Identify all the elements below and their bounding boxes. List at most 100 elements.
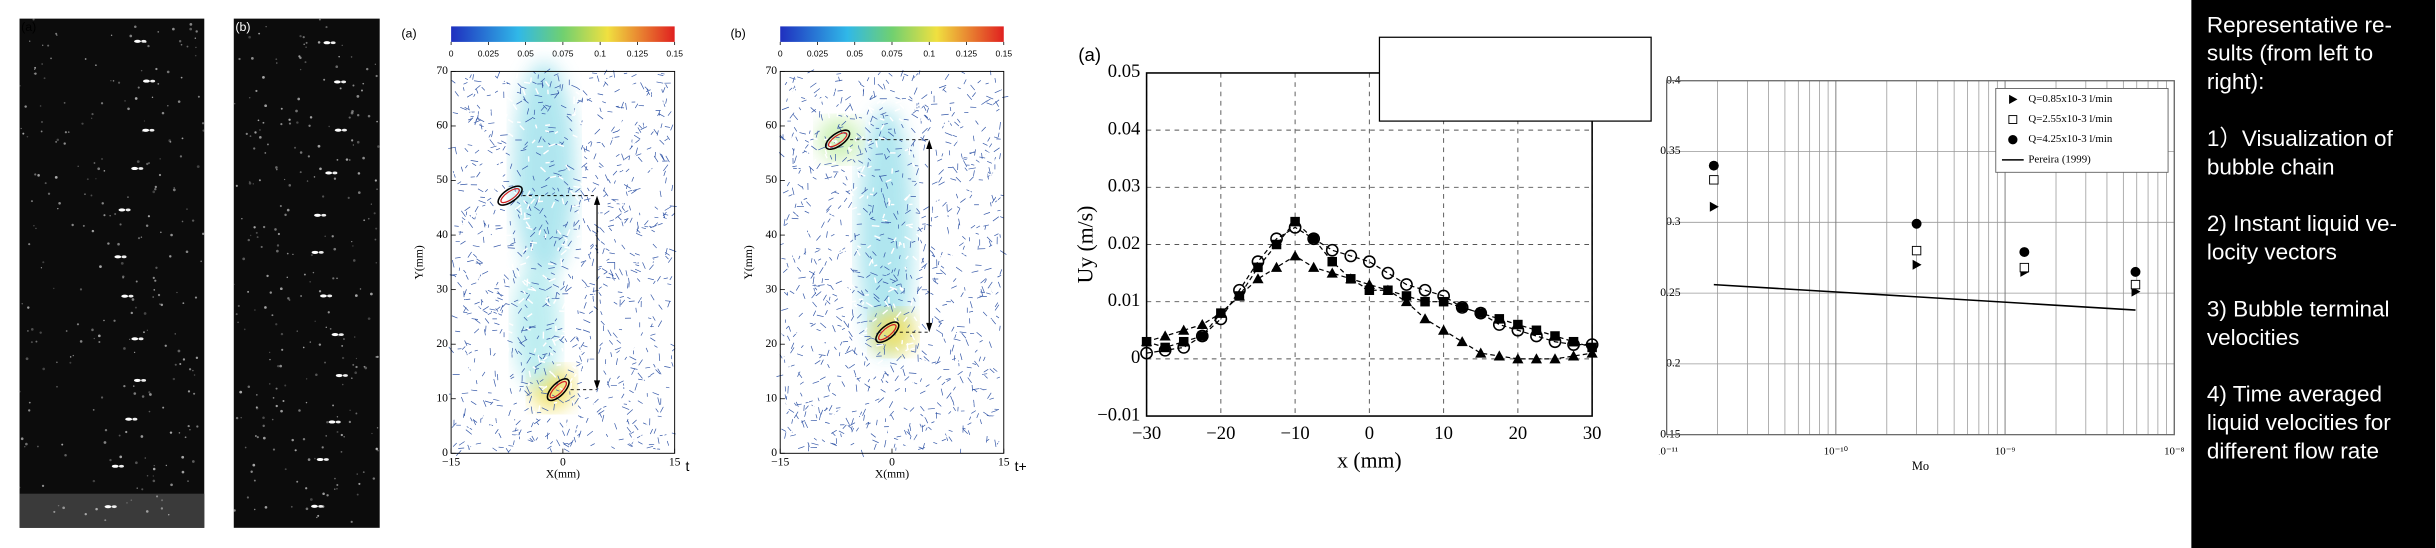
speckle xyxy=(200,260,203,263)
speckle xyxy=(318,18,321,21)
speckle xyxy=(248,182,252,185)
speckle xyxy=(333,177,337,180)
speckle xyxy=(376,120,378,123)
speckle xyxy=(146,475,149,477)
bubble xyxy=(149,128,155,132)
speckle xyxy=(233,509,236,512)
speckle xyxy=(128,338,131,341)
marker xyxy=(1418,283,1432,297)
photo xyxy=(233,18,380,528)
speckle xyxy=(56,385,58,388)
caption-line: liquid velocities for xyxy=(2207,410,2391,435)
speckle xyxy=(374,179,377,182)
speckle xyxy=(279,204,282,208)
speckle xyxy=(185,250,189,254)
speckle xyxy=(110,34,113,37)
marker xyxy=(1587,342,1597,353)
speckle xyxy=(318,290,322,293)
speckle xyxy=(91,117,93,119)
speckle xyxy=(349,409,351,411)
speckle xyxy=(327,311,330,314)
bubble xyxy=(341,128,347,132)
x-axis-label: X(mm) xyxy=(875,468,909,481)
speckle xyxy=(169,255,172,258)
speckle xyxy=(265,25,267,28)
speckle xyxy=(140,236,143,238)
speckle xyxy=(129,34,133,38)
marker xyxy=(1912,259,1922,270)
colorbar-tick-label: 0.05 xyxy=(517,49,534,59)
speckle xyxy=(189,23,193,26)
x-tick-label: 10 xyxy=(1434,423,1453,444)
bubble xyxy=(327,294,333,298)
speckle xyxy=(144,457,147,459)
speckle xyxy=(306,378,308,380)
speckle xyxy=(325,326,327,329)
speckle xyxy=(188,368,192,371)
speckle xyxy=(323,78,326,81)
marker xyxy=(1141,336,1152,347)
speckle xyxy=(127,107,130,111)
caption-line: bubble chain xyxy=(2207,154,2335,179)
speckle xyxy=(255,406,258,409)
speckle xyxy=(300,295,302,297)
speckle xyxy=(194,296,198,299)
y-axis-label: Y(mm) xyxy=(742,245,755,279)
speckle xyxy=(336,416,339,418)
speckle xyxy=(354,371,357,374)
speckle xyxy=(114,213,117,216)
speckle xyxy=(326,494,329,497)
speckle xyxy=(247,290,250,293)
speckle xyxy=(122,275,125,278)
speckle xyxy=(314,457,316,460)
speckle xyxy=(343,436,345,438)
speckle xyxy=(354,336,356,338)
speckle xyxy=(363,365,366,368)
speckle xyxy=(134,25,137,28)
speckle xyxy=(275,404,278,408)
speckle xyxy=(143,312,147,315)
x-tick-label: −15 xyxy=(442,455,460,468)
speckle xyxy=(377,145,380,148)
speckle xyxy=(195,30,198,33)
bubble xyxy=(341,80,347,84)
speckle xyxy=(256,236,259,239)
marker xyxy=(1438,296,1449,307)
x-axis-label: x (mm) xyxy=(1337,449,1402,473)
speckle xyxy=(336,484,339,487)
speckle xyxy=(279,287,283,291)
speckle xyxy=(103,169,106,172)
speckle xyxy=(262,416,265,420)
x-tick-label: 30 xyxy=(1583,423,1602,444)
speckle xyxy=(32,18,35,21)
speckle xyxy=(288,184,292,187)
colorbar-tick-label: 0.125 xyxy=(627,49,649,59)
speckle xyxy=(247,385,251,389)
bubble xyxy=(141,379,147,382)
y-tick-label: 0 xyxy=(771,446,777,459)
speckle xyxy=(39,331,42,334)
marker xyxy=(1290,216,1300,227)
speckle xyxy=(286,276,289,279)
speckle xyxy=(191,219,195,222)
speckle xyxy=(282,400,285,403)
marker xyxy=(1456,336,1468,347)
speckle xyxy=(22,132,25,135)
marker xyxy=(1160,342,1170,353)
speckle xyxy=(307,458,311,461)
speckle xyxy=(268,383,271,385)
speckle xyxy=(272,448,276,451)
y-tick-label: 60 xyxy=(765,119,777,132)
speckle xyxy=(71,223,74,227)
speckle xyxy=(264,152,267,154)
speckle xyxy=(249,135,252,138)
marker xyxy=(1474,306,1488,320)
speckle xyxy=(363,219,366,222)
velocity-vectors xyxy=(448,68,677,457)
speckle xyxy=(56,361,58,364)
speckle xyxy=(195,356,199,360)
marker xyxy=(1475,308,1486,318)
speckle xyxy=(147,215,151,218)
speckle xyxy=(340,451,343,453)
time-label: t+ xyxy=(1015,458,1027,474)
